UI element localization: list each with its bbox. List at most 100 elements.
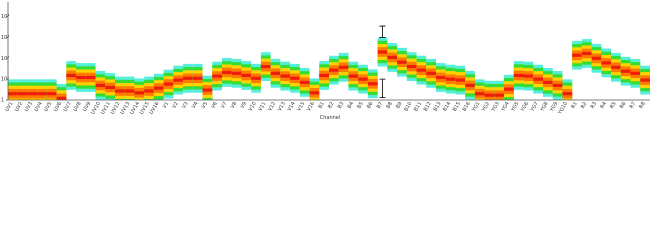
heat-cell — [153, 86, 164, 90]
y-tick-label: 10¹ — [1, 77, 9, 83]
channel-column — [309, 78, 320, 100]
x-tick-label: V10 — [248, 101, 258, 112]
channel-column — [17, 79, 28, 100]
x-tick-label: R3 — [590, 101, 599, 110]
heat-cell — [377, 50, 388, 54]
channel-column — [192, 63, 203, 93]
heat-cell — [241, 73, 252, 78]
x-tick-label: B12 — [423, 101, 433, 112]
y-tick-label: 10³ — [1, 35, 9, 41]
channel-column — [455, 65, 466, 95]
y-tick-label: 10² — [1, 56, 9, 62]
heat-cell — [46, 92, 57, 96]
error-bar — [379, 25, 386, 38]
heat-cell — [387, 55, 398, 60]
x-tick-label: R7 — [629, 101, 638, 110]
x-tick-label: R8 — [638, 101, 647, 110]
channel-column — [474, 79, 485, 100]
channel-column — [630, 58, 641, 88]
heat-cell — [436, 75, 446, 80]
channel-column — [377, 37, 388, 67]
x-tick-label: V12 — [267, 101, 277, 112]
channel-column — [465, 71, 475, 100]
channel-column — [416, 55, 427, 85]
channel-column — [513, 61, 524, 90]
channel-column — [523, 61, 534, 91]
heat-cell — [173, 78, 184, 82]
heat-cell — [494, 93, 505, 97]
x-tick-label: YG6 — [519, 101, 530, 114]
channel-column — [484, 80, 495, 100]
channel-column — [66, 61, 77, 90]
heat-cell — [115, 89, 125, 93]
heat-cell — [348, 74, 359, 78]
x-tick-label: UV6 — [53, 101, 63, 113]
heat-cell — [280, 74, 291, 78]
x-tick-label: UV2 — [14, 101, 24, 113]
x-tick-label: B15 — [452, 101, 462, 112]
heat-cell — [358, 77, 368, 81]
channel-column — [56, 83, 67, 100]
x-tick-label: B7 — [376, 101, 385, 110]
x-tick-label: R4 — [599, 101, 608, 110]
channel-column — [552, 71, 563, 100]
channel-column — [183, 63, 193, 93]
channel-column — [611, 52, 621, 82]
x-tick-label: UV13 — [119, 101, 131, 116]
channel-column — [212, 61, 222, 91]
x-tick-label: V3 — [181, 101, 190, 110]
heat-cell — [17, 92, 28, 96]
heat-cell — [533, 77, 543, 81]
x-tick-label: UV4 — [33, 101, 43, 113]
x-tick-label: UV1 — [4, 101, 14, 113]
x-tick-label: B8 — [385, 101, 394, 110]
heat-cell — [611, 65, 621, 69]
heat-cell — [640, 78, 650, 82]
channel-column — [319, 61, 329, 90]
heat-cell — [8, 92, 18, 96]
x-tick-label: B16 — [462, 101, 472, 112]
channel-column — [173, 65, 184, 95]
channel-column — [222, 58, 232, 87]
x-tick-label: YG10 — [557, 101, 569, 116]
channel-column — [270, 58, 281, 88]
heat-cell — [251, 76, 261, 80]
channel-column — [27, 79, 38, 100]
channel-column — [436, 63, 446, 92]
heat-cell — [183, 76, 193, 80]
x-tick-label: UV9 — [82, 101, 92, 113]
heat-cell — [202, 88, 213, 92]
x-tick-label: UV10 — [90, 101, 102, 116]
channel-column — [367, 69, 378, 99]
x-tick-label: B10 — [403, 101, 413, 112]
heat-cell — [299, 80, 310, 84]
heat-cell — [329, 68, 339, 72]
heat-cell — [416, 68, 427, 72]
heat-cell — [601, 61, 612, 65]
x-tick-label: YG2 — [480, 101, 491, 114]
error-bar — [379, 78, 386, 99]
x-tick-label: UV7 — [63, 101, 73, 113]
channel-column — [640, 65, 650, 95]
heat-cell — [465, 83, 475, 88]
x-tick-label: UV15 — [139, 101, 151, 116]
heat-cell — [367, 82, 378, 86]
heat-cell — [630, 71, 641, 75]
heat-cell — [445, 77, 456, 81]
x-tick-label: V1 — [162, 101, 171, 110]
x-tick-label: R5 — [609, 101, 618, 110]
heat-cell — [27, 92, 38, 96]
heat-cell — [474, 92, 485, 96]
channel-column — [202, 75, 213, 100]
channel-column — [601, 48, 612, 78]
x-tick-label: V6 — [210, 101, 219, 110]
channel-column — [581, 39, 592, 68]
channel-column — [260, 52, 271, 81]
heat-cell — [144, 89, 154, 93]
x-tick-label: V4 — [191, 101, 200, 110]
heat-cell — [397, 60, 407, 64]
x-tick-label: UV8 — [72, 101, 82, 113]
channel-column — [543, 67, 553, 97]
x-tick-label: V15 — [296, 101, 306, 112]
